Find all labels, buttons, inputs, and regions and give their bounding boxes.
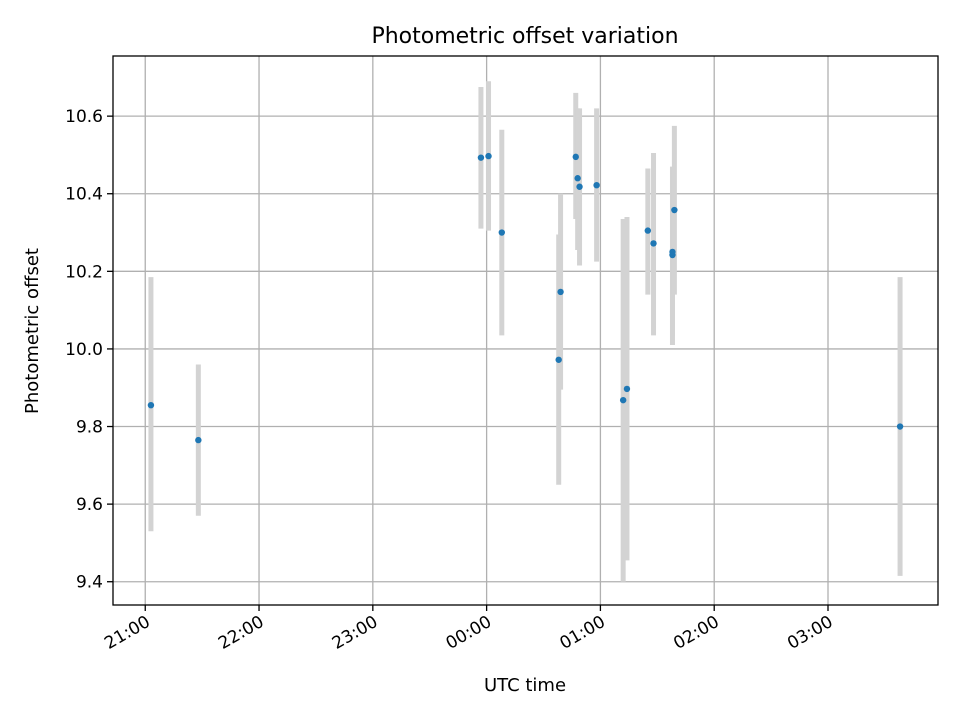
- error-bars: [148, 81, 903, 582]
- y-tick-label: 9.4: [76, 573, 103, 593]
- grid: [113, 56, 938, 605]
- data-point: [195, 436, 202, 444]
- data-point: [650, 240, 657, 247]
- y-tick-label: 9.6: [76, 495, 103, 515]
- y-tick-label: 10.6: [65, 107, 103, 127]
- data-point: [669, 248, 676, 256]
- x-tick-label: 23:00: [329, 612, 381, 654]
- x-axis-label: UTC time: [484, 675, 566, 696]
- y-tick-label: 10.0: [65, 340, 103, 360]
- x-axis-ticks: 21:00 22:00 23:00 00:00 01:00 02:00 03:00: [101, 605, 837, 654]
- x-tick-label: 03:00: [784, 612, 836, 654]
- x-tick-label: 01:00: [556, 612, 608, 654]
- data-point: [498, 229, 505, 236]
- data-point: [555, 356, 562, 363]
- data-point: [557, 288, 564, 296]
- data-point: [572, 153, 579, 161]
- data-point: [623, 385, 631, 393]
- x-tick-label: 22:00: [215, 612, 267, 654]
- data-point: [147, 401, 155, 409]
- x-tick-label: 21:00: [101, 612, 153, 654]
- x-tick-label: 02:00: [670, 612, 722, 654]
- data-point: [619, 396, 627, 404]
- data-point: [593, 181, 600, 189]
- y-tick-label: 10.2: [65, 262, 103, 282]
- data-point: [644, 227, 652, 234]
- data-point: [896, 423, 904, 430]
- y-tick-label: 10.4: [65, 185, 103, 205]
- data-point: [477, 154, 485, 161]
- data-point: [574, 175, 581, 182]
- data-point: [576, 183, 583, 190]
- data-point: [671, 206, 678, 214]
- x-tick-label: 00:00: [443, 612, 495, 654]
- y-axis-ticks: 9.4 9.6 9.8 10.0 10.2 10.4 10.6: [65, 107, 113, 593]
- plot-frame: [112, 55, 939, 606]
- y-axis-label: Photometric offset: [22, 248, 43, 414]
- data-point: [485, 152, 492, 160]
- data-points: [147, 152, 904, 444]
- chart-title: Photometric offset variation: [371, 24, 678, 49]
- y-tick-label: 9.8: [76, 418, 103, 438]
